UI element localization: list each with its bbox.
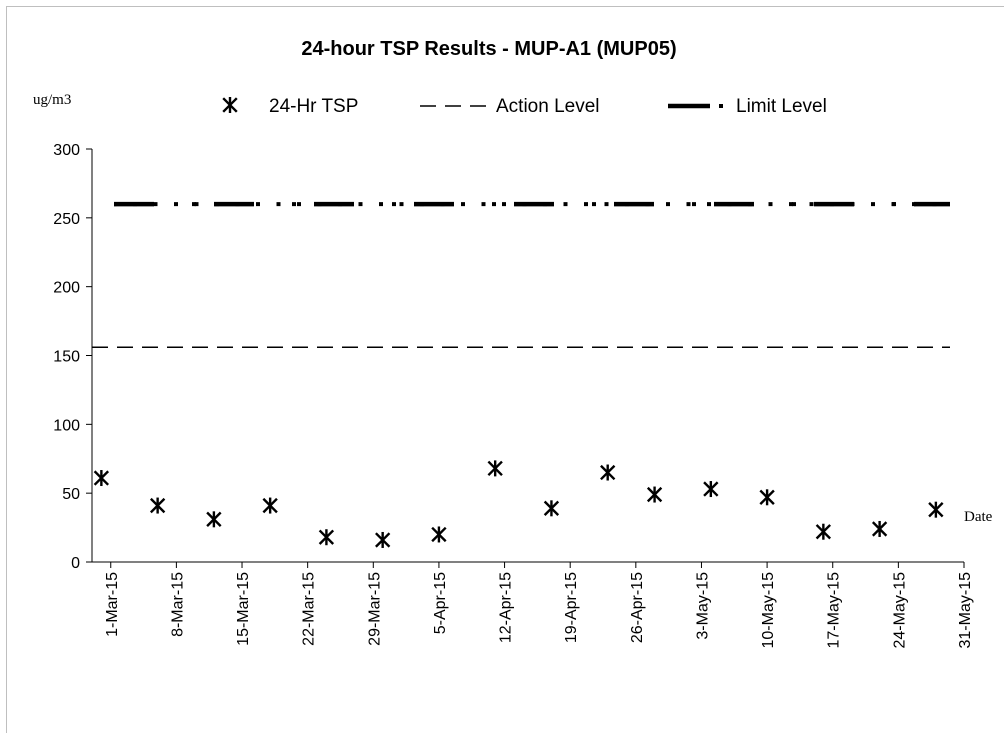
x-tick-label: 31-May-15 [957,572,974,649]
data-point [206,511,222,528]
chart-title: 24-hour TSP Results - MUP-A1 (MUP05) [301,38,676,60]
data-point [149,497,166,514]
x-axis: 1-Mar-15 8-Mar-15 15-Mar-15 22-Mar-15 29-Mar… [92,561,974,649]
data-point [543,500,560,517]
x-tick-label: 5-Apr-15 [432,572,449,634]
data-point [871,520,888,537]
x-tick-label: 24-May-15 [891,572,908,649]
legend-label-tsp: 24-Hr TSP [269,96,358,117]
data-point [318,529,335,546]
x-tick-label: 22-Mar-15 [301,572,318,646]
data-point [703,481,719,498]
chart-area [6,6,1004,733]
legend-marker-tsp [222,97,238,113]
y-axis-unit-label: ug/m3 [33,92,71,108]
legend-label-action: Action Level [496,96,600,117]
reference-lines [92,201,950,349]
y-tick-label: 250 [53,211,80,228]
legend: 24-Hr TSP Action Level Limit Level [222,96,827,117]
legend-label-limit: Limit Level [736,96,827,117]
x-tick-label: 10-May-15 [760,572,777,649]
y-tick-label: 200 [53,280,80,297]
x-tick-label: 1-Mar-15 [104,572,121,637]
data-point [815,523,832,540]
y-tick-label: 100 [53,417,80,434]
x-tick-label: 19-Apr-15 [563,572,580,643]
y-tick-label: 300 [53,142,80,159]
x-tick-label: 26-Apr-15 [629,572,646,643]
y-tick-label: 150 [53,349,80,366]
x-tick-label: 8-Mar-15 [169,572,186,637]
x-axis-label: Date [964,509,993,525]
data-point [375,531,391,548]
data-points [93,460,944,548]
y-tick-label: 50 [62,486,80,503]
data-point [487,460,503,477]
data-point [759,489,775,506]
legend-marker-limit [668,103,723,109]
data-point [928,501,944,518]
data-point [600,464,616,481]
x-tick-label: 12-Apr-15 [498,572,515,643]
x-tick-label: 17-May-15 [826,572,843,649]
x-tick-label: 15-Mar-15 [235,572,252,646]
data-point [646,486,663,503]
y-tick-label: 0 [71,555,80,572]
data-point [262,497,278,514]
x-tick-label: 3-May-15 [694,572,711,640]
x-tick-label: 29-Mar-15 [366,572,383,646]
data-point [431,526,447,543]
y-axis: 0 50 100 150 200 250 300 [53,142,93,572]
data-point [93,470,110,487]
